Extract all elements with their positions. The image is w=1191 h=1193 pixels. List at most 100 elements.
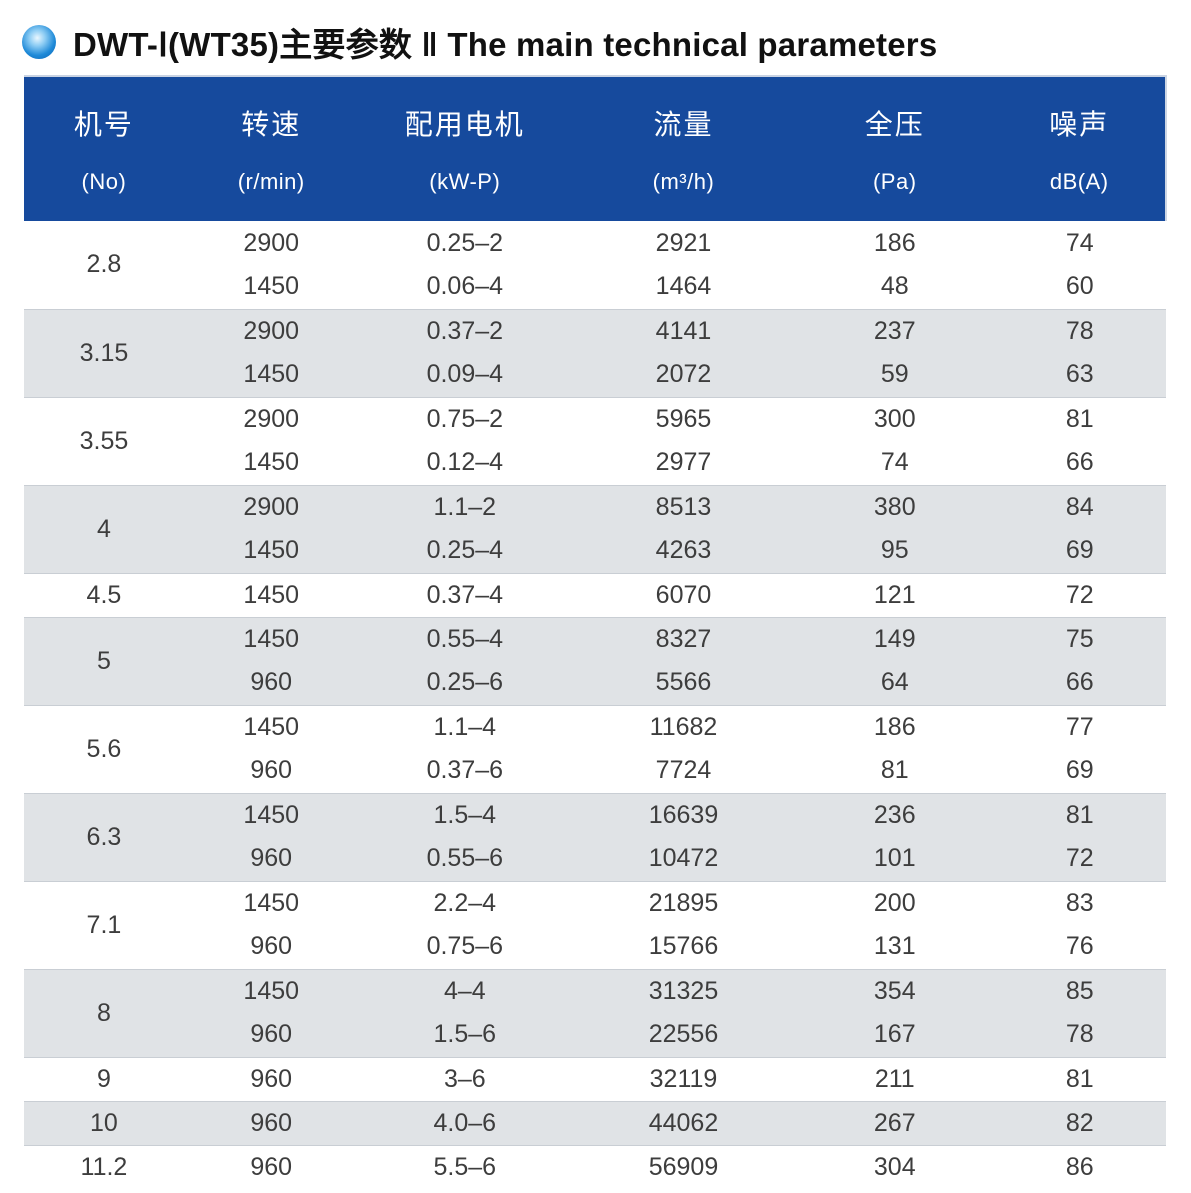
table-cell: 4141 bbox=[571, 308, 796, 353]
column-unit: (m³/h) bbox=[652, 169, 715, 194]
table-cell: 64 bbox=[795, 661, 994, 706]
table-cell: 32119 bbox=[571, 1057, 796, 1101]
table-cell: 1450 bbox=[183, 616, 359, 661]
table-cell: 0.06–4 bbox=[358, 265, 571, 309]
table-cell: 200 bbox=[795, 881, 994, 925]
table-row: 5 1450 0.55–4 8327 149 75 bbox=[24, 616, 1166, 706]
table-cell: 82 bbox=[993, 1100, 1166, 1146]
table-cell: 1450 bbox=[183, 792, 359, 837]
table-cell: 2900 bbox=[183, 221, 359, 265]
table-cell: 960 bbox=[183, 661, 359, 706]
group-no-cell: 3.55 bbox=[24, 397, 184, 485]
table-cell: 1450 bbox=[183, 705, 359, 749]
column-label: 转速 bbox=[241, 109, 302, 140]
table-cell: 11682 bbox=[571, 705, 796, 749]
group-no-cell: 8 bbox=[24, 968, 184, 1058]
column-header-2: 转速 (r/min) bbox=[183, 75, 359, 221]
table-row: 4 2900 1.1–2 8513 380 84 bbox=[24, 484, 1166, 574]
table-cell: 31325 bbox=[571, 968, 796, 1013]
table-cell: 83 bbox=[993, 881, 1166, 925]
column-header-6: 噪声 dB(A) bbox=[993, 75, 1168, 221]
table-cell: 44062 bbox=[571, 1100, 796, 1146]
table-cell: 354 bbox=[795, 968, 994, 1013]
table-cell: 66 bbox=[993, 441, 1166, 485]
table-cell: 81 bbox=[993, 1057, 1166, 1101]
table-cell: 960 bbox=[183, 1145, 359, 1189]
table-cell: 76 bbox=[993, 925, 1166, 969]
table-row: 960 0.75–6 15766 131 76 bbox=[24, 925, 1166, 969]
table-cell: 69 bbox=[993, 749, 1166, 793]
table-cell: 0.55–4 bbox=[358, 616, 571, 661]
table-cell: 2921 bbox=[571, 221, 796, 265]
table-cell: 211 bbox=[795, 1057, 994, 1101]
table-cell: 0.37–6 bbox=[358, 749, 571, 793]
table-row: 6.3 1450 1.5–4 16639 236 81 bbox=[24, 792, 1166, 882]
table-cell: 960 bbox=[183, 925, 359, 969]
table-cell: 81 bbox=[993, 792, 1166, 837]
table-row: 960 0.37–6 7724 81 69 bbox=[24, 749, 1166, 793]
group-no-cell: 4.5 bbox=[24, 573, 184, 617]
table-cell: 300 bbox=[795, 397, 994, 441]
column-unit: (kW-P) bbox=[429, 169, 501, 194]
table-cell: 81 bbox=[993, 397, 1166, 441]
table-cell: 101 bbox=[795, 837, 994, 882]
table-cell: 1450 bbox=[183, 353, 359, 398]
table-cell: 0.09–4 bbox=[358, 353, 571, 398]
table-cell: 84 bbox=[993, 484, 1166, 529]
table-row: 1450 0.06–4 1464 48 60 bbox=[24, 265, 1166, 309]
group-no-cell: 3.15 bbox=[24, 308, 184, 398]
column-header-1: 机号 (No) bbox=[24, 75, 184, 221]
table-cell: 186 bbox=[795, 705, 994, 749]
group-no-cell: 5.6 bbox=[24, 705, 184, 793]
table-cell: 22556 bbox=[571, 1013, 796, 1058]
table-cell: 75 bbox=[993, 616, 1166, 661]
table-cell: 4–4 bbox=[358, 968, 571, 1013]
table-cell: 0.75–2 bbox=[358, 397, 571, 441]
table-cell: 63 bbox=[993, 353, 1166, 398]
table-body: 2.8 2900 0.25–2 2921 186 74 1450 0.06–4 1464 48 60… bbox=[24, 221, 1166, 1189]
table-cell: 85 bbox=[993, 968, 1166, 1013]
header-row: 机号 (No) 转速 (r/min) 配用电机 (kW-P) 流量 (m³/h) 全压 (Pa) 噪… bbox=[24, 75, 1168, 221]
table-cell: 304 bbox=[795, 1145, 994, 1189]
table-cell: 4.0–6 bbox=[358, 1100, 571, 1146]
table-row: 3.15 2900 0.37–2 4141 237 78 bbox=[24, 308, 1166, 398]
table-cell: 59 bbox=[795, 353, 994, 398]
table-cell: 7724 bbox=[571, 749, 796, 793]
table-cell: 1450 bbox=[183, 968, 359, 1013]
table-cell: 0.25–6 bbox=[358, 661, 571, 706]
blue-sphere-bullet-icon bbox=[22, 25, 56, 59]
column-unit: (Pa) bbox=[872, 169, 917, 194]
table-cell: 121 bbox=[795, 573, 994, 617]
table-cell: 149 bbox=[795, 616, 994, 661]
table-cell: 267 bbox=[795, 1100, 994, 1146]
table-cell: 72 bbox=[993, 837, 1166, 882]
table-cell: 1450 bbox=[183, 529, 359, 574]
table-cell: 0.12–4 bbox=[358, 441, 571, 485]
table-row: 11.2 960 5.5–6 56909 304 86 bbox=[24, 1145, 1166, 1189]
table-header: 机号 (No) 转速 (r/min) 配用电机 (kW-P) 流量 (m³/h) 全压 (Pa) 噪… bbox=[24, 75, 1168, 221]
page-title: DWT-Ⅰ(WT35)主要参数 ‖ The main technical par… bbox=[73, 26, 938, 63]
group-no-cell: 10 bbox=[24, 1100, 184, 1146]
table-cell: 2.2–4 bbox=[358, 881, 571, 925]
table-cell: 15766 bbox=[571, 925, 796, 969]
group-no-cell: 6.3 bbox=[24, 792, 184, 882]
column-label: 配用电机 bbox=[404, 109, 525, 140]
table-row: 960 0.25–6 5566 64 66 bbox=[24, 661, 1166, 706]
column-header-3: 配用电机 (kW-P) bbox=[358, 75, 571, 221]
table-cell: 3–6 bbox=[358, 1057, 571, 1101]
table-cell: 74 bbox=[993, 221, 1166, 265]
table-cell: 2072 bbox=[571, 353, 796, 398]
group-no-cell: 5 bbox=[24, 616, 184, 706]
table-cell: 16639 bbox=[571, 792, 796, 837]
table-row: 4.5 1450 0.37–4 6070 121 72 bbox=[24, 573, 1166, 617]
table-cell: 2900 bbox=[183, 484, 359, 529]
column-header-5: 全压 (Pa) bbox=[795, 75, 994, 221]
group-no-cell: 4 bbox=[24, 484, 184, 574]
group-no-cell: 7.1 bbox=[24, 881, 184, 969]
table-cell: 8513 bbox=[571, 484, 796, 529]
table-cell: 1464 bbox=[571, 265, 796, 309]
table-cell: 66 bbox=[993, 661, 1166, 706]
table-cell: 0.25–4 bbox=[358, 529, 571, 574]
column-label: 机号 bbox=[73, 109, 134, 140]
